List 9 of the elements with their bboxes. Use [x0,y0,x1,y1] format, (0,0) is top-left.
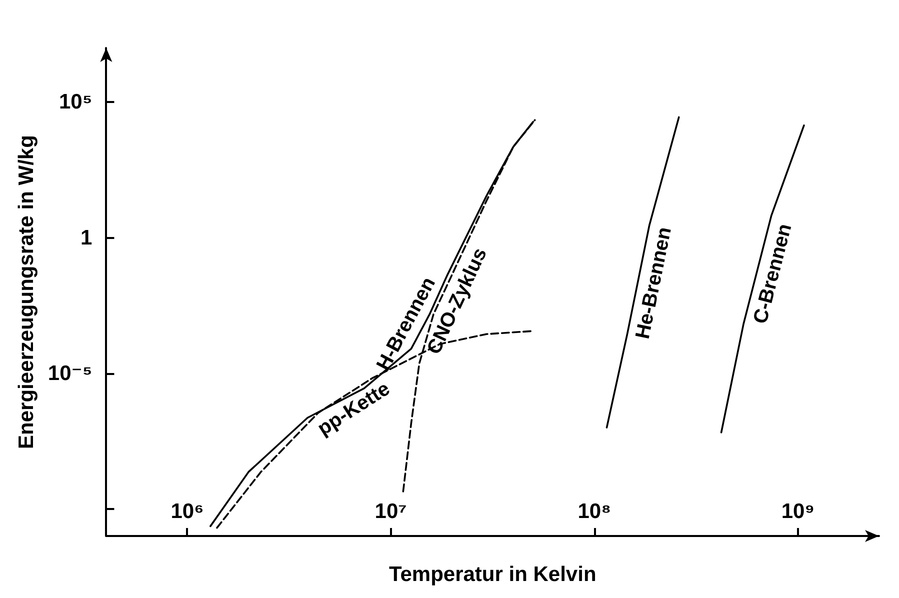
x-tick-label: 10⁷ [374,500,407,523]
y-tick-label: 1 [80,226,93,250]
y-tick-label: 10⁻⁵ [48,362,92,385]
x-tick-label: 10⁹ [781,500,815,523]
y-tick-label: 10⁵ [58,90,92,114]
x-tick-label: 10⁸ [578,500,612,523]
x-tick-label: 10⁶ [170,500,204,523]
x-axis-title: Temperatur in Kelvin [388,563,596,586]
y-axis-title: Energieerzeugungsrate in W/kg [15,135,38,449]
